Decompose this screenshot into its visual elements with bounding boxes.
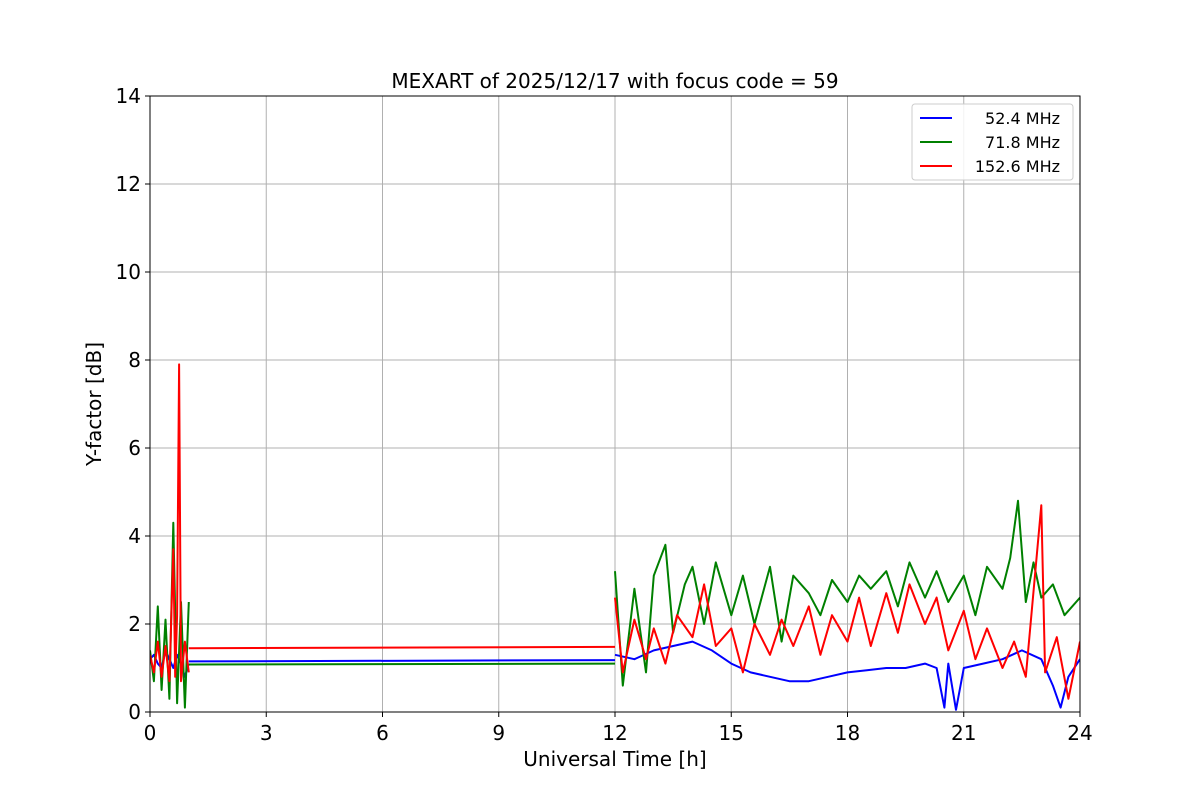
series-line-2 — [614, 499, 1080, 687]
series-line-2 — [188, 662, 616, 666]
y-tick-label: 6 — [128, 436, 141, 460]
x-tick-label: 12 — [602, 721, 627, 745]
y-tick-label: 4 — [128, 524, 141, 548]
y-tick-label: 10 — [116, 260, 141, 284]
series-line-1 — [614, 640, 1080, 711]
legend-label: 152.6 MHz — [975, 157, 1060, 176]
chart-title: MEXART of 2025/12/17 with focus code = 5… — [391, 69, 838, 93]
legend-label: 52.4 MHz — [985, 109, 1060, 128]
y-axis-ticks: 0 2 4 6 8 10 12 14 — [116, 84, 150, 724]
x-axis-label: Universal Time [h] — [523, 747, 706, 771]
y-axis-label: Y-factor [dB] — [82, 342, 106, 467]
y-tick-label: 8 — [128, 348, 141, 372]
series-line-3 — [188, 645, 616, 650]
x-tick-label: 18 — [835, 721, 860, 745]
x-tick-label: 24 — [1067, 721, 1092, 745]
y-tick-label: 0 — [128, 700, 141, 724]
legend: 52.4 MHz 71.8 MHz 152.6 MHz — [911, 103, 1074, 181]
series-lines — [150, 363, 1080, 711]
y-tick-label: 2 — [128, 612, 141, 636]
legend-label: 71.8 MHz — [985, 133, 1060, 152]
y-tick-label: 12 — [116, 172, 141, 196]
legend-box — [911, 103, 1074, 181]
x-tick-label: 0 — [144, 721, 157, 745]
series-line-3 — [150, 363, 190, 683]
x-tick-label: 9 — [492, 721, 505, 745]
series-line-2 — [150, 521, 190, 709]
x-axis-ticks: 0 3 6 9 12 15 18 21 24 — [144, 712, 1093, 745]
x-tick-label: 3 — [260, 721, 273, 745]
x-tick-label: 6 — [376, 721, 389, 745]
y-tick-label: 14 — [116, 84, 141, 108]
series-line-3 — [614, 504, 1080, 700]
x-tick-label: 15 — [719, 721, 744, 745]
x-tick-label: 21 — [951, 721, 976, 745]
series-line-1 — [188, 659, 616, 663]
